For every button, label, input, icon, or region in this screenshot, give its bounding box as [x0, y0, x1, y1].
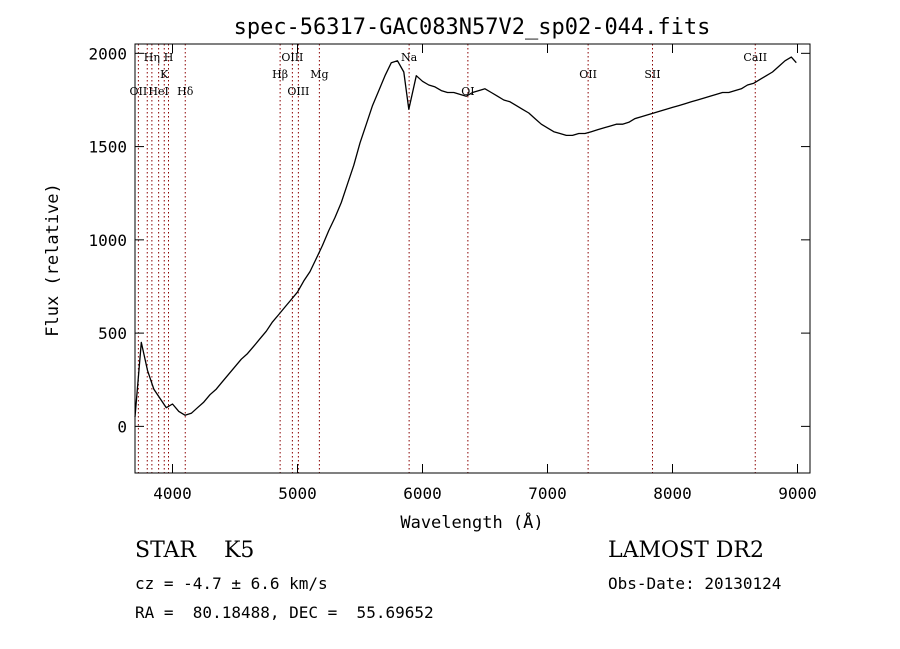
- y-tick-label: 2000: [88, 44, 127, 63]
- spectral-line-label: OIII: [281, 51, 303, 64]
- spectral-line-label: Hη: [144, 51, 160, 64]
- spectral-line-label: HeI: [148, 85, 168, 98]
- spectral-line-label: CaII: [743, 51, 767, 64]
- x-tick-label: 9000: [778, 484, 817, 503]
- spectral-line-label: H: [164, 51, 174, 64]
- spectral-line-label: OII: [130, 85, 148, 98]
- x-tick-label: 5000: [278, 484, 317, 503]
- series-layer: [134, 56, 797, 418]
- flux-series-line: [134, 56, 797, 418]
- observation-date-label: Obs-Date: 20130124: [608, 574, 782, 593]
- spectral-line-label: SII: [644, 68, 660, 81]
- y-tick-label: 1500: [88, 138, 127, 157]
- survey-label: LAMOST DR2: [608, 538, 764, 563]
- spectral-line-label: Hδ: [177, 85, 194, 98]
- spectral-line-label: OI: [461, 85, 474, 98]
- spectral-line-label: Mg: [310, 68, 328, 81]
- x-tick-label: 8000: [653, 484, 692, 503]
- y-axis-label: Flux (relative): [43, 183, 63, 337]
- x-axis-label: Wavelength (Å): [400, 511, 543, 533]
- spectral-line-label: Na: [401, 51, 418, 64]
- y-tick-label: 500: [98, 324, 127, 343]
- chart-title: spec-56317-GAC083N57V2_sp02-044.fits: [234, 15, 711, 40]
- x-tick-label: 4000: [153, 484, 192, 503]
- spectral-line-label: OII: [579, 68, 597, 81]
- coordinates-label: RA = 80.18488, DEC = 55.69652: [135, 603, 434, 622]
- redshift-velocity-label: cz = -4.7 ± 6.6 km/s: [135, 574, 328, 593]
- y-tick-label: 0: [117, 417, 127, 436]
- spectral-line-label: Hβ: [272, 68, 288, 81]
- object-class-label: STAR K5: [135, 538, 255, 563]
- x-tick-label: 6000: [403, 484, 442, 503]
- line-marker-layer: [137, 44, 756, 473]
- spectral-line-label: OIII: [287, 85, 309, 98]
- plot-frame: [134, 43, 811, 474]
- x-tick-label: 7000: [528, 484, 567, 503]
- spectral-line-label: K: [160, 68, 169, 81]
- tick-layer: 4000 5000 6000 7000 8000 9000 0 500 1000 1500 2000: [88, 44, 817, 503]
- y-tick-label: 1000: [88, 231, 127, 250]
